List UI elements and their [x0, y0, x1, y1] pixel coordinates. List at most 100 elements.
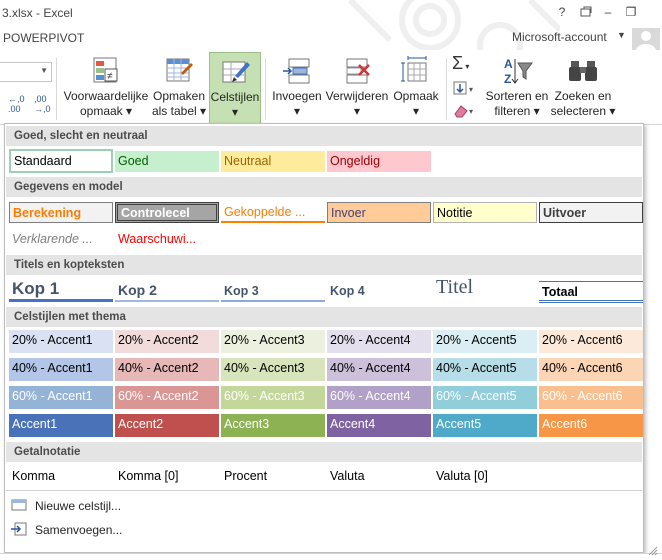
- ribbon-separator: [446, 58, 447, 120]
- style-totaal[interactable]: Totaal: [539, 281, 643, 303]
- style-uitvoer[interactable]: Uitvoer: [539, 202, 643, 223]
- style-themed-60-accent6[interactable]: 60% - Accent6: [539, 386, 643, 409]
- delete-button[interactable]: Verwijderen ▾: [324, 52, 390, 124]
- background-decoration: [347, 0, 560, 68]
- format-button[interactable]: Opmaak ▾: [390, 52, 442, 124]
- style-themed-100-accent4[interactable]: Accent4: [327, 414, 431, 437]
- style-themed-20-accent2[interactable]: 20% - Accent2: [115, 330, 219, 353]
- style-themed-20-accent6[interactable]: 20% - Accent6: [539, 330, 643, 353]
- tab-powerpivot[interactable]: POWERPIVOT: [3, 31, 85, 45]
- sort-filter-button[interactable]: A Z Sorteren en filteren ▾: [484, 52, 550, 124]
- style-themed-60-accent2[interactable]: 60% - Accent2: [115, 386, 219, 409]
- style-themed-100-accent6[interactable]: Accent6: [539, 414, 643, 437]
- chevron-down-icon: ▼: [40, 66, 48, 75]
- autosum-icon[interactable]: Σ ▾: [452, 53, 470, 73]
- delete-label: Verwijderen: [325, 89, 389, 103]
- style-valuta-0[interactable]: Valuta [0]: [436, 469, 488, 483]
- style-goed[interactable]: Goed: [115, 151, 219, 172]
- number-format-dropdown[interactable]: ▼: [0, 62, 52, 82]
- style-invoer[interactable]: Invoer: [327, 202, 431, 223]
- style-themed-40-accent1[interactable]: 40% - Accent1: [9, 358, 113, 381]
- conditional-formatting-icon: ≠: [93, 57, 118, 83]
- style-neutraal[interactable]: Neutraal: [221, 151, 325, 172]
- insert-cells-icon: [283, 58, 310, 84]
- style-themed-40-accent6[interactable]: 40% - Accent6: [539, 358, 643, 381]
- style-themed-100-accent1[interactable]: Accent1: [9, 414, 113, 437]
- style-procent[interactable]: Procent: [224, 469, 268, 483]
- style-themed-60-accent5[interactable]: 60% - Accent5: [433, 386, 537, 409]
- restore-icon[interactable]: [575, 3, 597, 21]
- style-komma[interactable]: Komma: [12, 469, 56, 483]
- account-dropdown-icon[interactable]: ▼: [617, 30, 626, 40]
- style-komma-0[interactable]: Komma [0]: [118, 469, 179, 483]
- style-themed-60-accent1[interactable]: 60% - Accent1: [9, 386, 113, 409]
- find-select-label-2: selecteren ▾: [550, 104, 616, 118]
- new-cell-style-label: Nieuwe celstijl...: [35, 499, 122, 513]
- style-themed-20-accent1[interactable]: 20% - Accent1: [9, 330, 113, 353]
- style-themed-20-accent5[interactable]: 20% - Accent5: [433, 330, 537, 353]
- format-as-table-button[interactable]: Opmaken als tabel ▾: [150, 52, 208, 124]
- delete-cells-icon: [346, 58, 370, 84]
- style-kop-4[interactable]: Kop 4: [330, 284, 365, 298]
- style-notitie[interactable]: Notitie: [433, 202, 537, 223]
- find-select-button[interactable]: Zoeken en selecteren ▾: [550, 52, 616, 124]
- style-verklarende[interactable]: Verklarende ...: [12, 232, 93, 246]
- style-controlecel[interactable]: Controlecel: [115, 202, 219, 223]
- cell-styles-icon: [222, 61, 250, 83]
- style-themed-40-accent3[interactable]: 40% - Accent3: [221, 358, 325, 381]
- format-label: Opmaak: [393, 89, 439, 103]
- style-kop-3[interactable]: Kop 3: [221, 281, 325, 302]
- format-as-table-icon: [166, 58, 193, 82]
- style-valuta[interactable]: Valuta: [330, 469, 365, 483]
- style-themed-100-accent5[interactable]: Accent5: [433, 414, 537, 437]
- increase-decimal-icon[interactable]: ←,0.00: [8, 94, 25, 114]
- resize-grip-icon[interactable]: [648, 546, 658, 556]
- style-standaard[interactable]: Standaard: [9, 149, 113, 173]
- style-berekening[interactable]: Berekening: [9, 202, 113, 223]
- style-themed-40-accent2[interactable]: 40% - Accent2: [115, 358, 219, 381]
- svg-text:≠: ≠: [107, 71, 113, 82]
- style-waarschuwing[interactable]: Waarschuwi...: [118, 232, 197, 246]
- insert-caret: ▾: [293, 104, 301, 118]
- style-themed-60-accent4[interactable]: 60% - Accent4: [327, 386, 431, 409]
- sort-filter-icon: A Z: [504, 57, 533, 86]
- svg-text:Z: Z: [504, 72, 511, 86]
- sort-filter-label-2: filteren ▾: [494, 104, 540, 118]
- style-themed-60-accent3[interactable]: 60% - Accent3: [221, 386, 325, 409]
- account-name[interactable]: Microsoft-account: [512, 30, 607, 44]
- insert-button[interactable]: Invoegen ▾: [270, 52, 324, 124]
- svg-text:A: A: [504, 57, 513, 71]
- title-bar: 3.xlsx - Excel ? – ❐: [0, 0, 662, 68]
- style-themed-20-accent4[interactable]: 20% - Accent4: [327, 330, 431, 353]
- style-titel[interactable]: Titel: [436, 276, 474, 298]
- ribbon-separator: [56, 58, 57, 120]
- style-kop-2[interactable]: Kop 2: [115, 280, 219, 302]
- merge-styles-menu-item[interactable]: Samenvoegen...: [5, 518, 645, 542]
- binoculars-icon: [569, 61, 597, 81]
- decrease-decimal-icon[interactable]: ,00 →,0: [34, 94, 51, 114]
- minimize-button[interactable]: –: [604, 5, 612, 19]
- help-button[interactable]: ?: [558, 5, 566, 19]
- style-gekoppelde[interactable]: Gekoppelde ...: [221, 202, 325, 223]
- avatar[interactable]: [632, 28, 660, 50]
- style-ongeldig[interactable]: Ongeldig: [327, 151, 431, 172]
- maximize-button[interactable]: ❐: [625, 5, 637, 19]
- new-cell-style-menu-item[interactable]: Nieuwe celstijl...: [5, 494, 645, 518]
- style-themed-100-accent2[interactable]: Accent2: [115, 414, 219, 437]
- section-header: Gegevens en model: [6, 177, 642, 197]
- conditional-formatting-button[interactable]: ≠ Voorwaardelijke opmaak ▾: [62, 52, 150, 124]
- cell-styles-caret: ▾: [231, 105, 239, 119]
- style-themed-40-accent5[interactable]: 40% - Accent5: [433, 358, 537, 381]
- insert-label: Invoegen: [272, 89, 322, 103]
- style-themed-40-accent4[interactable]: 40% - Accent4: [327, 358, 431, 381]
- style-themed-20-accent3[interactable]: 20% - Accent3: [221, 330, 325, 353]
- style-themed-100-accent3[interactable]: Accent3: [221, 414, 325, 437]
- window-title: 3.xlsx - Excel: [2, 6, 73, 20]
- cell-styles-button[interactable]: Celstijlen ▾: [209, 52, 261, 125]
- style-kop-1[interactable]: Kop 1: [9, 278, 113, 302]
- clear-icon[interactable]: ▾: [452, 102, 478, 120]
- section-header: Getalnotatie: [6, 442, 642, 462]
- svg-text:▾: ▾: [469, 107, 473, 116]
- fill-icon[interactable]: ▾: [452, 80, 478, 98]
- section-header: Titels en kopteksten: [6, 255, 642, 275]
